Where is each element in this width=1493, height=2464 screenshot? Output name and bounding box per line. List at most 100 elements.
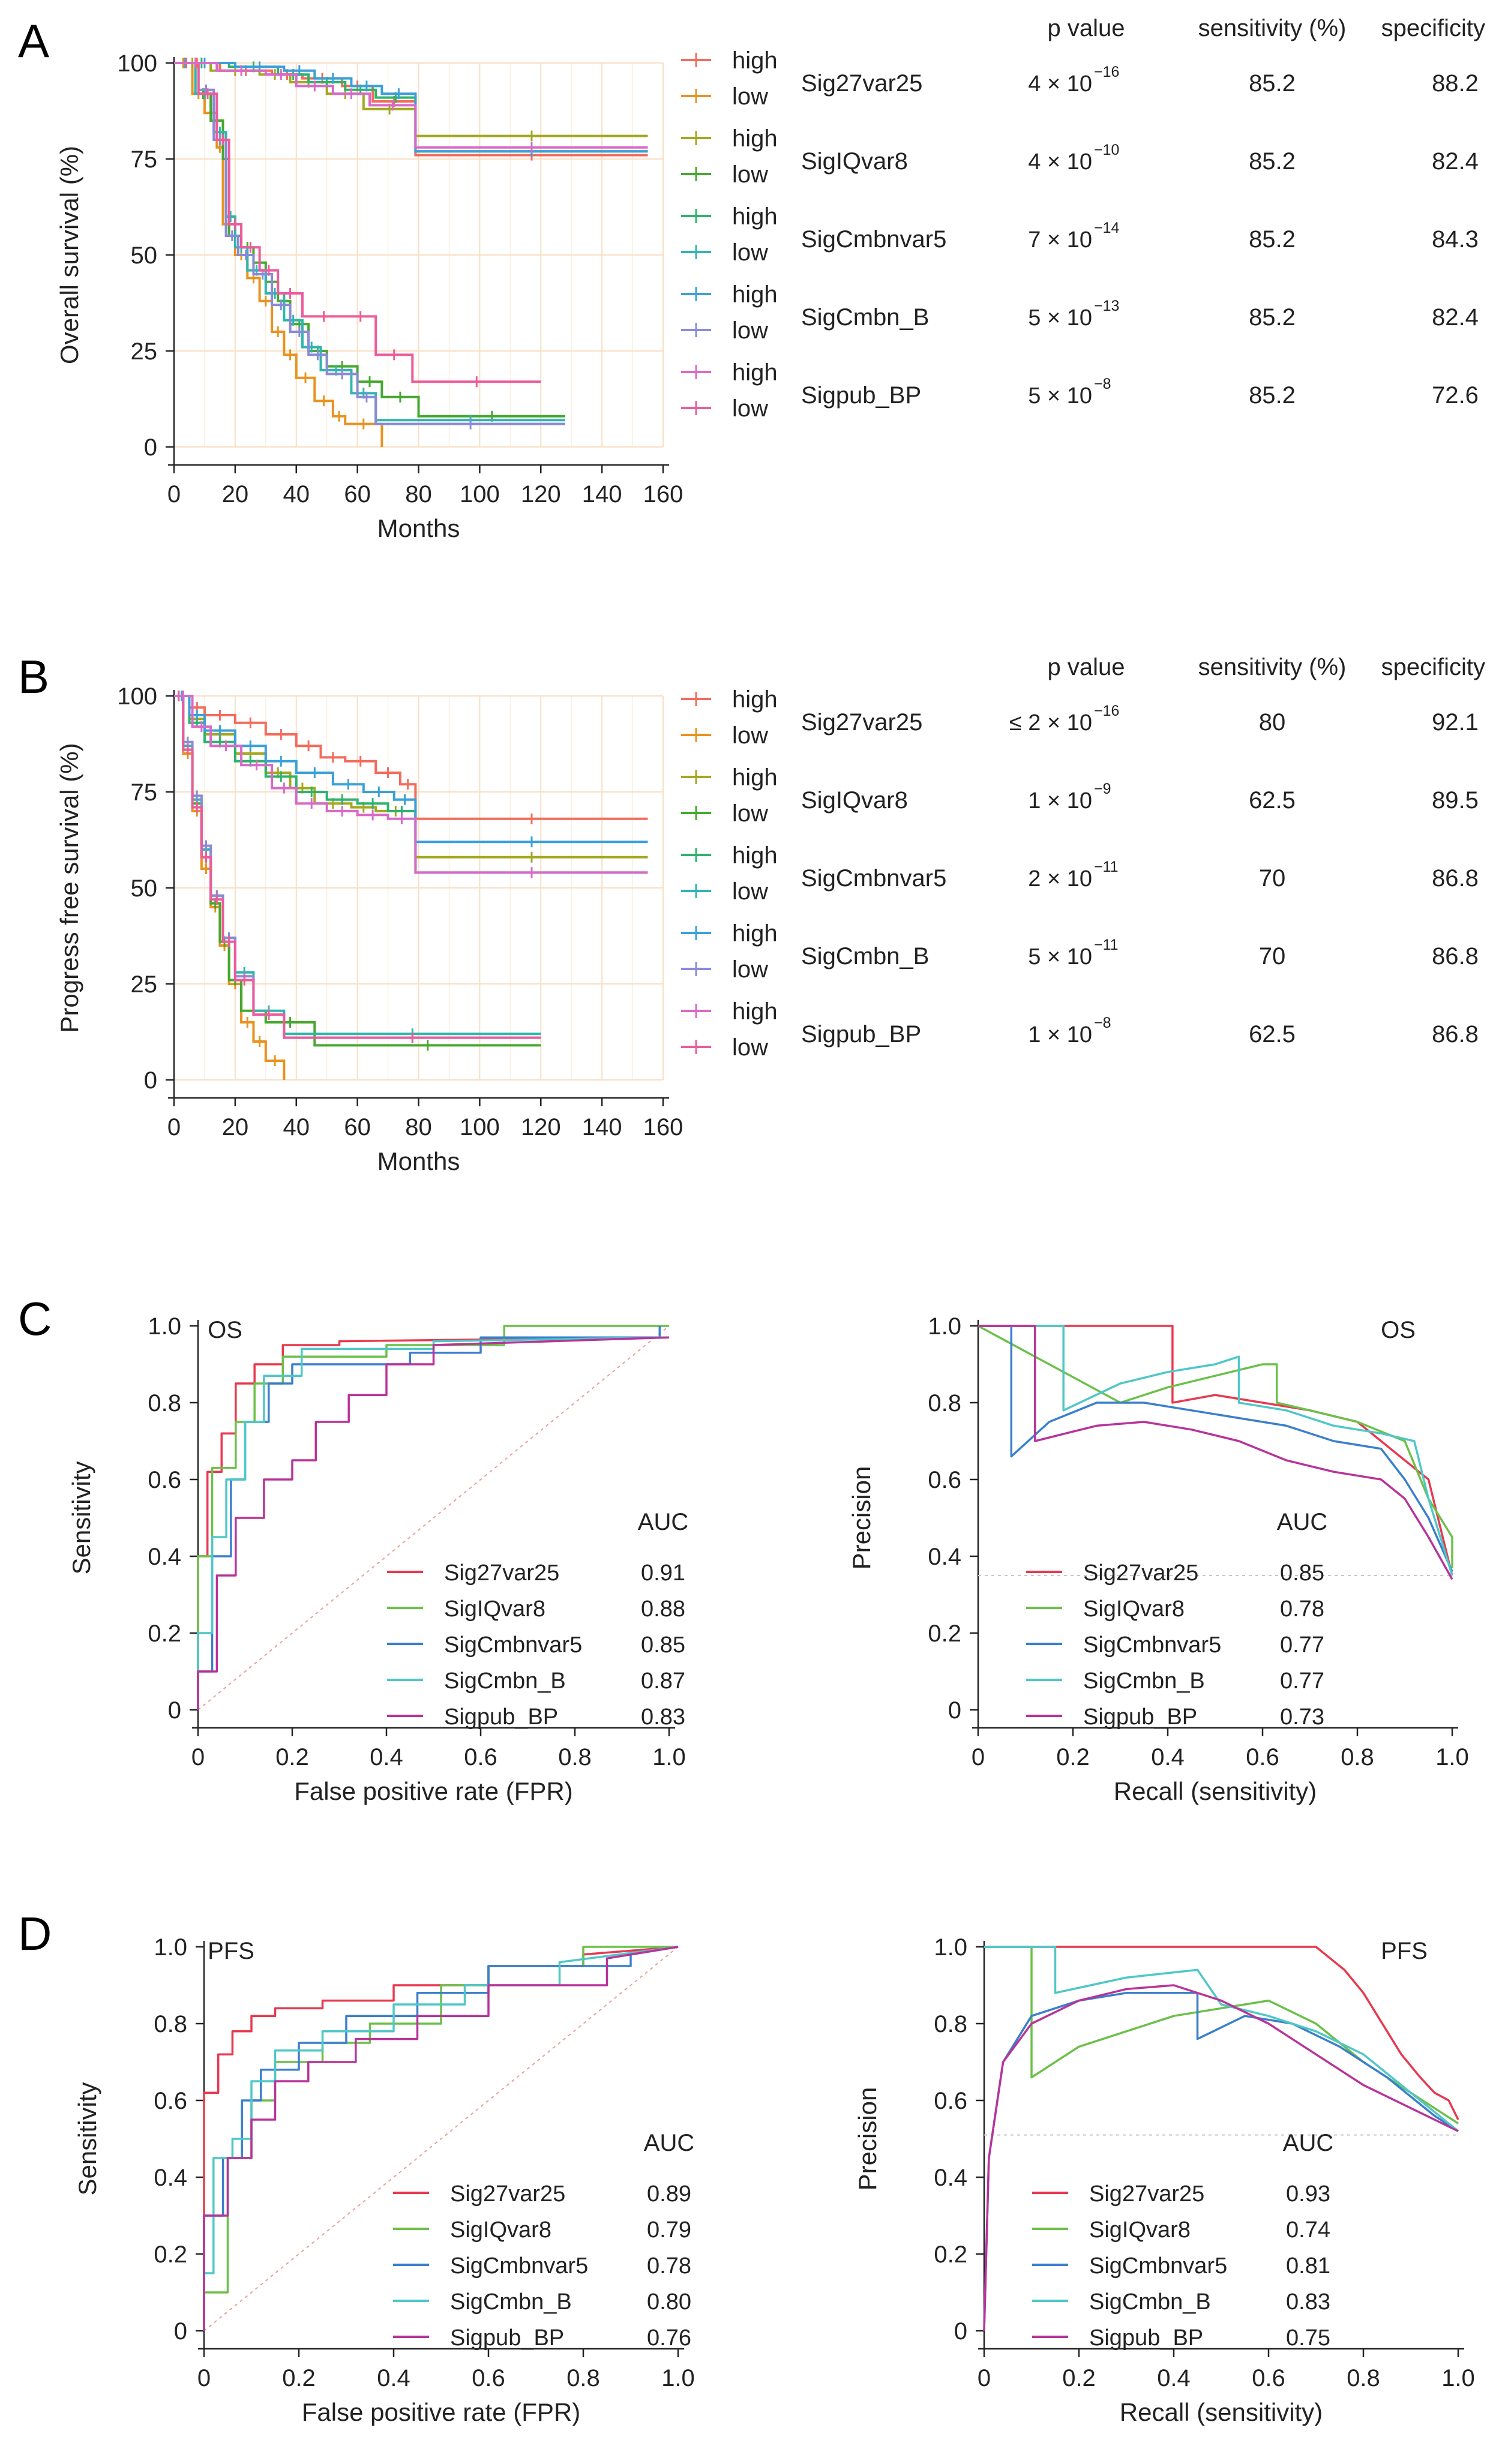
legend-label: Sigpub_BP <box>444 1704 558 1730</box>
pr-curve-sigpub-bp <box>983 1984 1459 2331</box>
legend-label: SigCmbn_B <box>1089 2289 1211 2315</box>
legend-sensitivity: 85.2 <box>1249 304 1296 331</box>
legend-row-sigpub-bp: Sigpub_BP 0.73 <box>1026 1704 1324 1730</box>
y-tick-label: 100 <box>117 50 157 77</box>
legend-row-sigiqvar8: SigIQvar8 0.88 <box>387 1596 685 1622</box>
legend-signature-name: SigCmbnvar5 <box>801 226 946 253</box>
legend-header-p-value: p value <box>1048 15 1125 41</box>
legend-low-label: low <box>732 83 768 110</box>
legend-auc-value: 0.79 <box>647 2217 691 2243</box>
x-axis-label: False positive rate (FPR) <box>294 1777 572 1805</box>
legend-row-sigpub-bp: Sigpub_BP 0.76 <box>393 2325 691 2351</box>
y-tick-label: 1.0 <box>928 1313 961 1340</box>
legend-label: SigIQvar8 <box>1083 1596 1185 1622</box>
x-axis-label: Months <box>377 514 460 542</box>
pr-curve-sigpub-bp <box>978 1325 1453 1580</box>
legend-high-label: high <box>732 764 778 791</box>
y-axis-label: Overall survival (%) <box>55 146 83 364</box>
y-tick-label: 1.0 <box>154 1934 187 1961</box>
legend-p-exponent: −9 <box>1094 781 1111 797</box>
x-tick-label: 20 <box>222 481 249 508</box>
x-tick-label: 80 <box>405 1114 432 1141</box>
y-tick-label: 0 <box>954 2318 967 2345</box>
legend-row-sigcmbn-b: SigCmbn_B 0.83 <box>1032 2289 1330 2315</box>
x-tick-label: 40 <box>283 481 310 508</box>
legend-p-value: 5 × 10 <box>1028 944 1092 970</box>
chance-diagonal <box>203 1946 679 2331</box>
auc-header: AUC <box>1277 1509 1327 1535</box>
legend-signature-name: Sigpub_BP <box>801 1021 921 1048</box>
y-tick-label: 0.2 <box>934 2241 967 2268</box>
legend-signature-name: SigIQvar8 <box>801 148 908 175</box>
x-tick-label: 0.4 <box>1157 2365 1191 2391</box>
legend-label: Sigpub_BP <box>1089 2325 1203 2351</box>
legend-label: Sig27var25 <box>450 2181 565 2207</box>
x-axis-label: Recall (sensitivity) <box>1114 1777 1317 1805</box>
legend-signature-name: SigIQvar8 <box>801 787 908 814</box>
y-tick-label: 25 <box>131 971 158 998</box>
legend-sensitivity: 85.2 <box>1249 382 1296 409</box>
y-axis-label: Progress free survival (%) <box>55 743 83 1033</box>
pr-curve-sigcmbnvar5 <box>983 1992 1459 2331</box>
y-axis-label: Precision <box>847 1466 876 1570</box>
km-curve-sigcmbnvar5-low <box>174 62 565 422</box>
x-tick-label: 0.8 <box>566 2365 600 2391</box>
legend-high-label: high <box>732 842 778 869</box>
legend-specificity: 72.6 <box>1432 382 1479 409</box>
legend-label: Sigpub_BP <box>1083 1704 1197 1730</box>
pr-curve-sigiqvar8 <box>978 1325 1453 1568</box>
y-tick-label: 0.6 <box>154 2088 187 2114</box>
legend-row-sigpub-bp: Sigpub_BP 0.75 <box>1032 2325 1330 2351</box>
pr-curve-sigcmbn-b <box>984 1946 1459 2132</box>
plot-title: PFS <box>208 1938 254 1964</box>
x-tick-label: 0.2 <box>275 1744 309 1770</box>
y-tick-label: 0 <box>948 1697 961 1724</box>
roc-curve-sigpub-bp <box>197 1336 670 1710</box>
y-tick-label: 0.8 <box>928 1390 961 1416</box>
legend-p-exponent: −16 <box>1094 703 1119 719</box>
legend-auc-value: 0.88 <box>641 1596 685 1622</box>
y-tick-label: 0.4 <box>154 2165 187 2191</box>
legend-specificity: 82.4 <box>1432 148 1479 175</box>
y-axis-label: Precision <box>853 2087 882 2191</box>
legend-label: Sig27var25 <box>1083 1560 1198 1586</box>
y-tick-label: 0.2 <box>148 1620 181 1647</box>
pr-curve-sig27var25 <box>984 1946 1459 2120</box>
legend-label: Sig27var25 <box>1089 2181 1204 2207</box>
auc-header: AUC <box>1283 2130 1333 2156</box>
y-tick-label: 0.4 <box>934 2165 967 2191</box>
pr-plot-pfs: 0 0.2 0.4 0.6 0.8 1.0 0 0.2 0.4 0.6 0.8 1.0 Recall (… <box>853 1934 1475 2426</box>
legend-label: SigCmbnvar5 <box>1089 2253 1227 2279</box>
legend-row-sigcmbnvar5: SigCmbnvar5 0.85 <box>387 1632 685 1658</box>
chance-diagonal <box>197 1325 670 1710</box>
legend-row-sigcmbnvar5: SigCmbnvar5 0.78 <box>393 2253 691 2279</box>
legend-label: SigCmbnvar5 <box>450 2253 588 2279</box>
legend-label: SigCmbn_B <box>444 1668 566 1694</box>
legend-p-exponent: −11 <box>1094 859 1119 875</box>
legend-low-label: low <box>732 1034 768 1061</box>
y-tick-label: 1.0 <box>934 1934 967 1961</box>
legend-low-label: low <box>732 878 768 905</box>
legend-label: SigCmbn_B <box>450 2289 572 2315</box>
legend-auc-value: 0.77 <box>1280 1632 1324 1658</box>
x-tick-label: 1.0 <box>1441 2365 1475 2391</box>
y-tick-label: 0.8 <box>148 1390 181 1416</box>
y-tick-label: 0.4 <box>928 1544 961 1570</box>
legend-row-sig27var25: Sig27var25 0.89 <box>393 2181 691 2207</box>
legend-low-label: low <box>732 239 768 266</box>
x-tick-label: 0.2 <box>282 2365 316 2391</box>
legend-high-label: high <box>732 47 778 74</box>
legend-auc-value: 0.85 <box>641 1632 685 1658</box>
legend-p-exponent: −8 <box>1094 376 1111 392</box>
legend-row-sigpub-bp: high low Sigpub_BP 5 × 10 −8 85.2 72.6 <box>681 359 1479 422</box>
y-tick-label: 0.8 <box>934 2011 967 2037</box>
x-tick-label: 100 <box>460 1114 500 1141</box>
legend-signature-name: Sigpub_BP <box>801 382 921 409</box>
x-tick-label: 0.2 <box>1062 2365 1096 2391</box>
legend-p-value: 4 × 10 <box>1028 149 1092 175</box>
y-tick-label: 75 <box>131 779 158 806</box>
legend-row-sigiqvar8: SigIQvar8 0.74 <box>1032 2217 1330 2243</box>
legend-high-label: high <box>732 359 778 386</box>
x-axis-label: Recall (sensitivity) <box>1120 2398 1323 2426</box>
legend-row-sigcmbn-b: SigCmbn_B 0.77 <box>1026 1668 1324 1694</box>
